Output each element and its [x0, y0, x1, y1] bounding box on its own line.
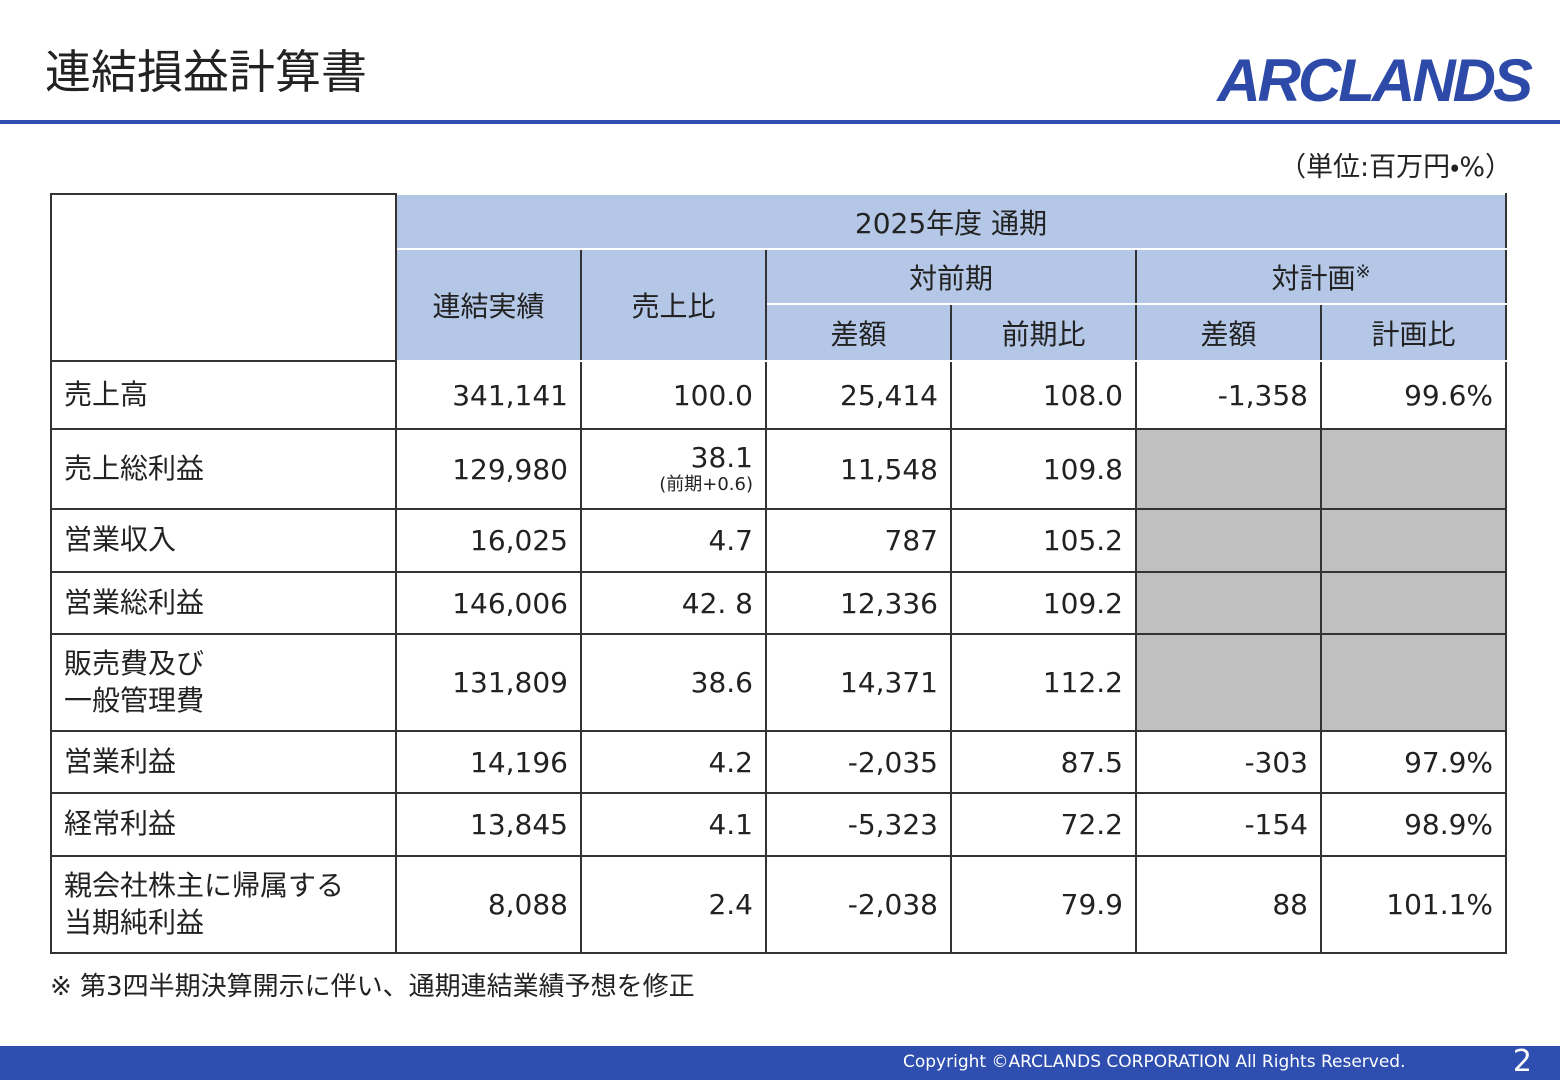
row-label: 販売費及び 一般管理費	[50, 633, 397, 732]
row-label: 売上高	[50, 360, 397, 430]
cell: 79.9	[950, 855, 1137, 954]
empty-cell	[1135, 633, 1322, 732]
pl-table: 2025年度 通期 連結実績 売上比 対前期 対計画※ 差額 前期比 差額 計画…	[50, 193, 1508, 954]
copyright: Copyright ©ARCLANDS CORPORATION All Righ…	[903, 1052, 1406, 1072]
table-row: 営業利益 14,196 4.2 -2,035 87.5 -303 97.9%	[50, 730, 1508, 794]
cell: 341,141	[395, 360, 582, 430]
table-row: 営業収入 16,025 4.7 787 105.2	[50, 508, 1508, 573]
title: 連結損益計算書	[45, 45, 367, 99]
row-label: 営業利益	[50, 730, 397, 794]
cell: 11,548	[765, 428, 952, 510]
cell: 109.2	[950, 571, 1137, 635]
cell: 38.6	[580, 633, 767, 732]
footnote: ※ 第3四半期決算開示に伴い、通期連結業績予想を修正	[50, 972, 695, 1002]
cell: -154	[1135, 792, 1322, 857]
cell: 2.4	[580, 855, 767, 954]
cell: 109.8	[950, 428, 1137, 510]
cell: 131,809	[395, 633, 582, 732]
cell: 13,845	[395, 792, 582, 857]
col-header: 連結実績	[395, 248, 582, 362]
footer-bar: Copyright ©ARCLANDS CORPORATION All Righ…	[0, 1044, 1560, 1080]
empty-cell	[1135, 571, 1322, 635]
col-header: 差額	[1135, 303, 1322, 362]
cell: 4.2	[580, 730, 767, 794]
corner-cell	[50, 193, 397, 362]
row-label: 売上総利益	[50, 428, 397, 510]
cell: 101.1%	[1319, 855, 1508, 954]
empty-cell	[1135, 508, 1322, 573]
empty-cell	[1319, 571, 1508, 635]
cell: 72.2	[950, 792, 1137, 857]
cell: -2,038	[765, 855, 952, 954]
cell: 87.5	[950, 730, 1137, 794]
group-header: 2025年度 通期	[394, 193, 1508, 250]
col-header: 対計画※	[1134, 248, 1508, 305]
cell: 14,371	[765, 633, 952, 732]
cell: 112.2	[950, 633, 1137, 732]
header-rule	[0, 120, 1560, 124]
col-header: 売上比	[580, 248, 767, 362]
empty-cell	[1135, 428, 1322, 510]
table-row: 売上総利益 129,980 38.1 (前期+0.6) 11,548 109.8	[50, 428, 1508, 510]
cell: 99.6%	[1319, 360, 1508, 430]
cell: 105.2	[950, 508, 1137, 573]
cell: 787	[765, 508, 952, 573]
row-label: 営業収入	[50, 508, 397, 573]
empty-cell	[1319, 508, 1508, 573]
cell: 100.0	[580, 360, 767, 430]
cell: -1,358	[1135, 360, 1322, 430]
cell: 42. 8	[580, 571, 767, 635]
table-row: 売上高 341,141 100.0 25,414 108.0 -1,358 99.6%	[50, 360, 1508, 430]
unit-note: （単位:百万円・%）	[1279, 152, 1512, 183]
cell: -5,323	[765, 792, 952, 857]
page-number: 2	[1512, 1044, 1532, 1079]
row-label: 経常利益	[50, 792, 397, 857]
cell: -303	[1135, 730, 1322, 794]
table-row: 経常利益 13,845 4.1 -5,323 72.2 -154 98.9%	[50, 792, 1508, 857]
cell: 4.1	[580, 792, 767, 857]
table-row: 営業総利益 146,006 42. 8 12,336 109.2	[50, 571, 1508, 635]
col-header: 計画比	[1319, 303, 1508, 362]
cell: 98.9%	[1319, 792, 1508, 857]
cell: 16,025	[395, 508, 582, 573]
cell: 8,088	[395, 855, 582, 954]
cell: 25,414	[765, 360, 952, 430]
cell: 12,336	[765, 571, 952, 635]
cell: 97.9%	[1319, 730, 1508, 794]
table-row: 販売費及び 一般管理費 131,809 38.6 14,371 112.2	[50, 633, 1508, 732]
row-label: 営業総利益	[50, 571, 397, 635]
table-row: 親会社株主に帰属する 当期純利益 8,088 2.4 -2,038 79.9 88 101.…	[50, 855, 1508, 954]
cell: 88	[1135, 855, 1322, 954]
cell: 146,006	[395, 571, 582, 635]
col-header: 対前期	[765, 248, 1137, 305]
col-header: 前期比	[950, 303, 1137, 362]
cell: 38.1 (前期+0.6)	[580, 428, 767, 510]
cell: 129,980	[395, 428, 582, 510]
empty-cell	[1319, 428, 1508, 510]
cell: 4.7	[580, 508, 767, 573]
col-header-text: 対計画	[1271, 261, 1356, 295]
logo: ARCLANDS	[1217, 47, 1533, 114]
note-mark: ※	[1355, 261, 1371, 283]
cell: 14,196	[395, 730, 582, 794]
col-header: 差額	[765, 303, 952, 362]
row-label: 親会社株主に帰属する 当期純利益	[50, 855, 397, 954]
cell-value: 38.1	[690, 440, 753, 474]
cell-note: (前期+0.6)	[659, 473, 753, 495]
empty-cell	[1319, 633, 1508, 732]
cell: -2,035	[765, 730, 952, 794]
cell: 108.0	[950, 360, 1137, 430]
